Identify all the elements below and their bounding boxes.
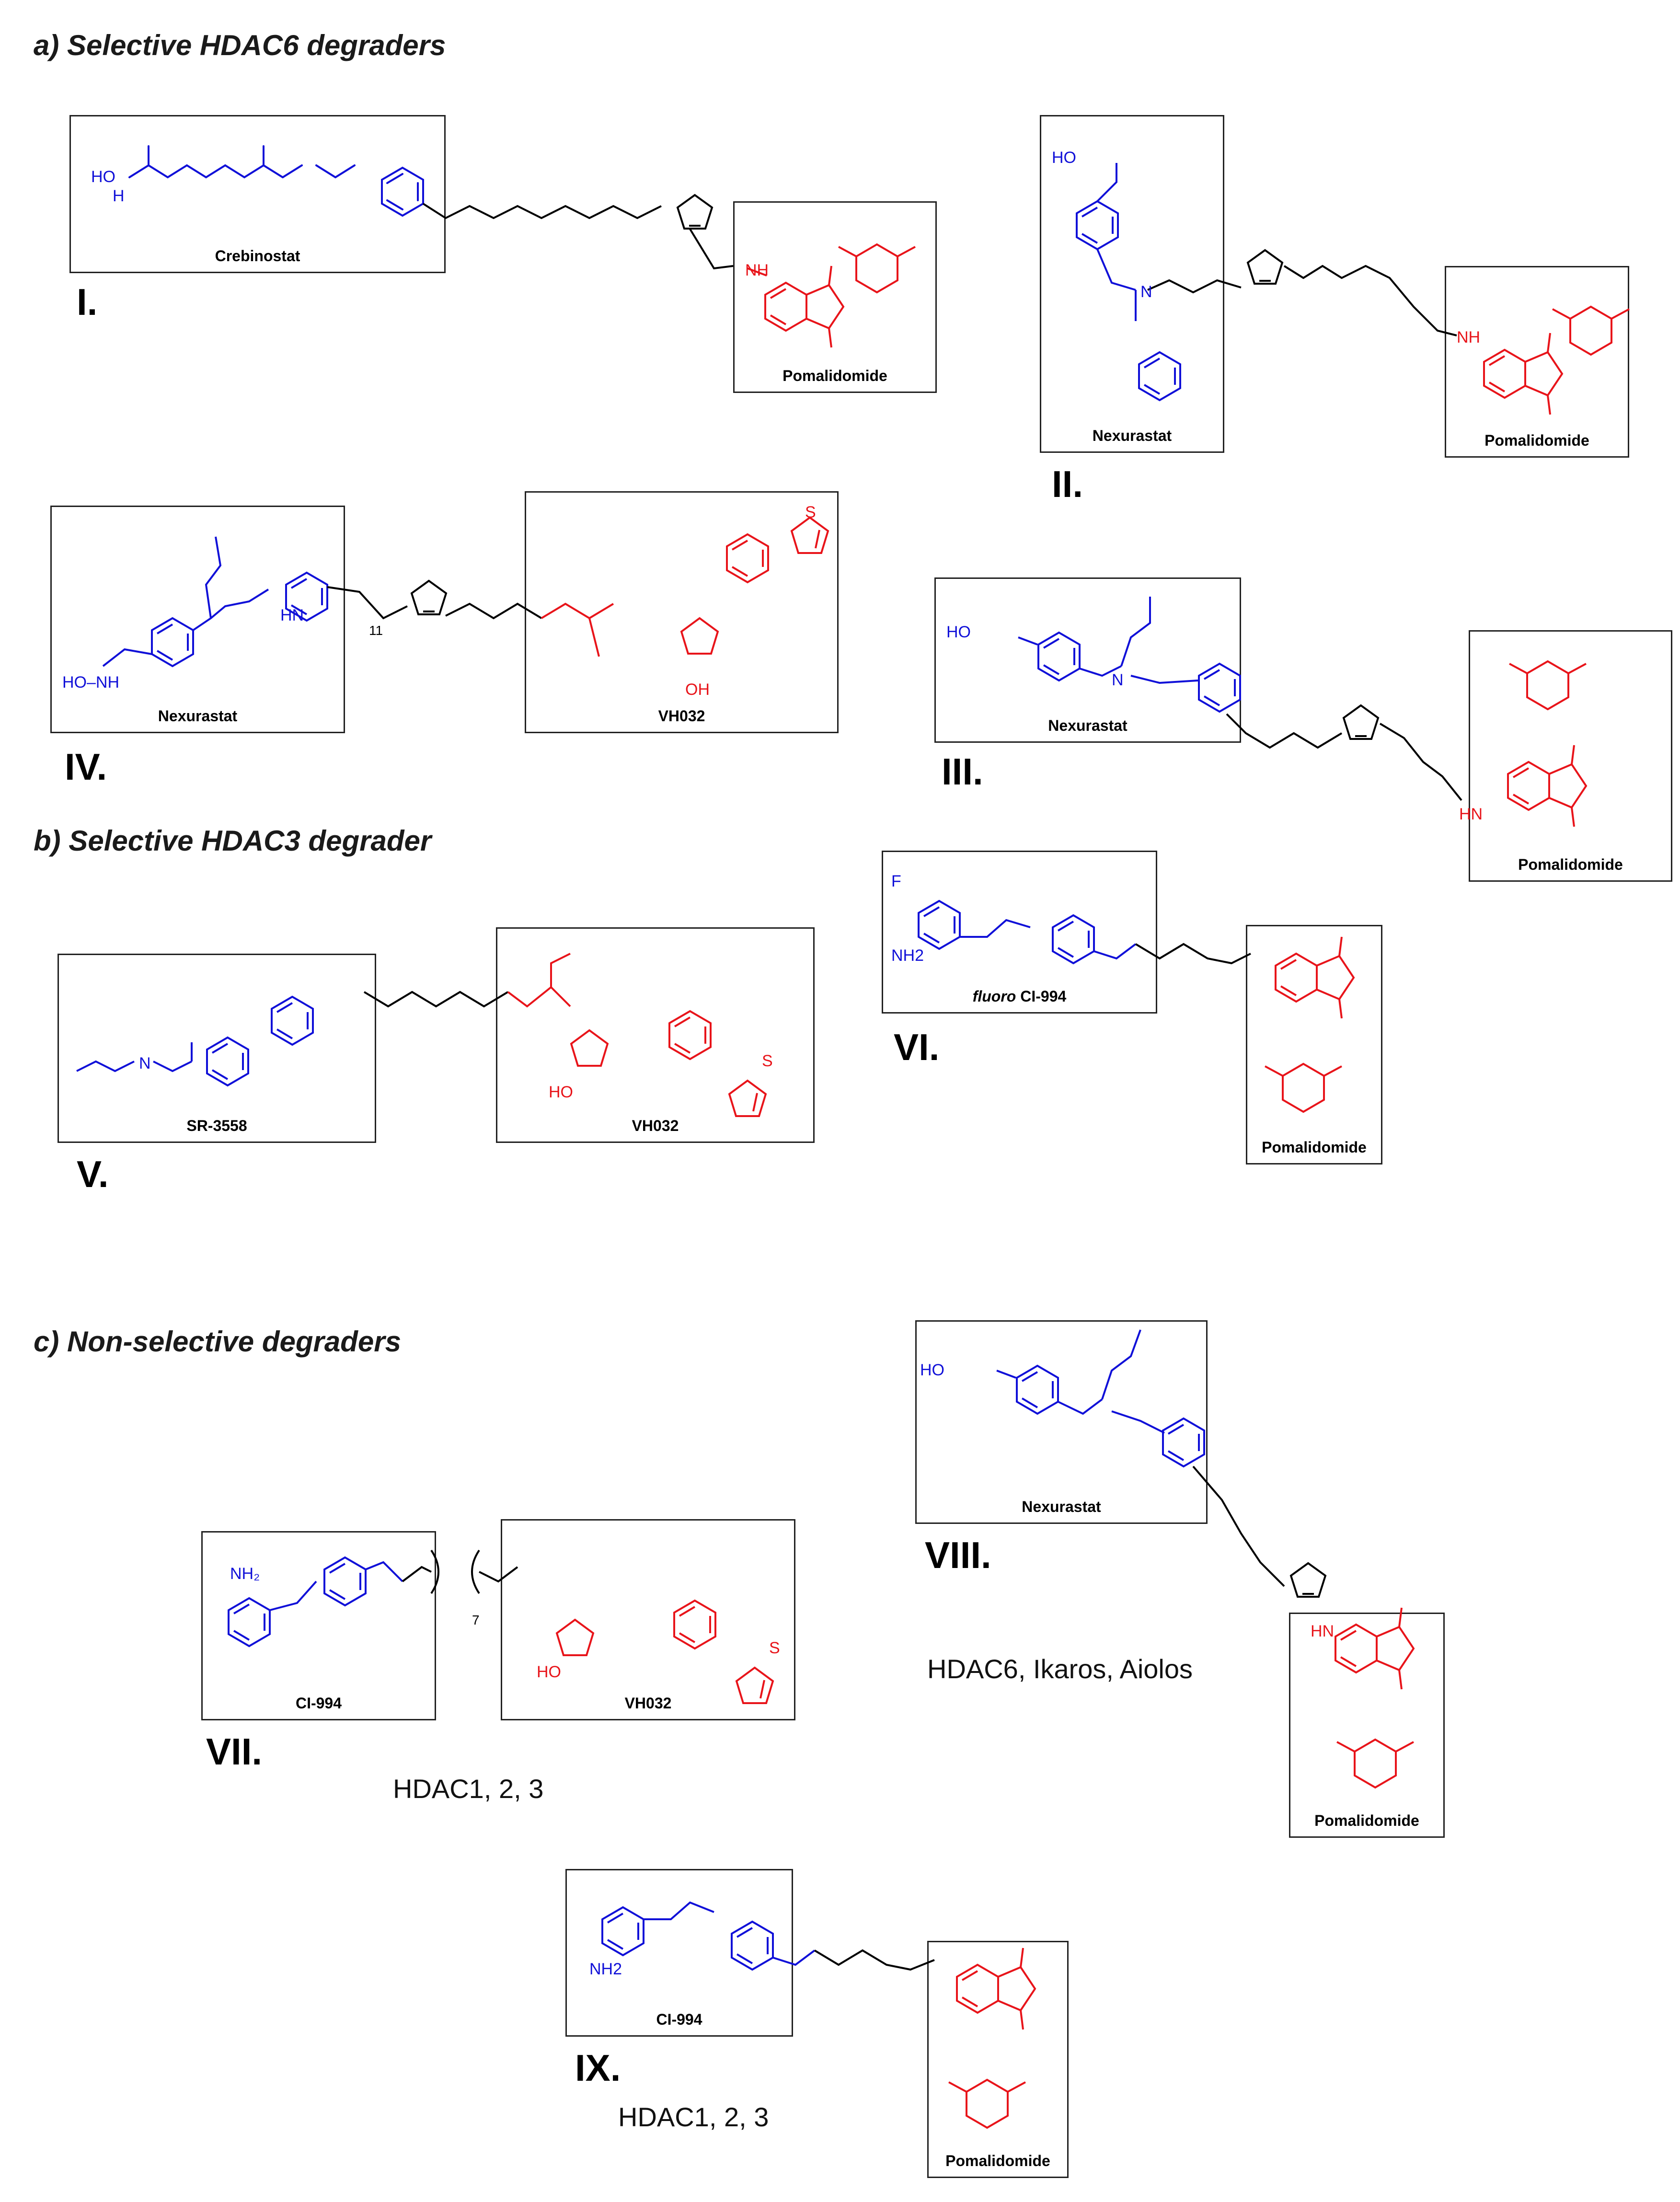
nexurastat-box-VIII: Nexurastat (915, 1320, 1208, 1524)
vh032-label-V: VH032 (632, 1117, 679, 1134)
atom-s-V: S (762, 1052, 773, 1070)
numeral-IX: IX. (575, 2047, 621, 2089)
vh032-box-VII: VH032 (501, 1519, 795, 1720)
atom-nh-I: NH (745, 261, 769, 279)
hydroxamate-IV: HO–NH (62, 673, 119, 692)
numeral-III: III. (942, 750, 983, 793)
ci994-label-VII: CI-994 (295, 1695, 342, 1712)
targets-IX: HDAC1, 2, 3 (618, 2102, 769, 2132)
section-b-title: b) Selective HDAC3 degrader (34, 825, 432, 857)
ci994-box-IX: CI-994 (565, 1869, 793, 2037)
atom-oh-IV: OH (685, 680, 710, 699)
ci994-box-VII: CI-994 (201, 1531, 436, 1720)
vh032-label-IV: VH032 (658, 707, 705, 725)
ci994-label-IX: CI-994 (656, 2011, 702, 2028)
hydroxamate-III: HO (946, 623, 971, 641)
sr3558-box: SR-3558 (58, 954, 376, 1143)
pomalidomide-label-VI: Pomalidomide (1262, 1139, 1367, 1156)
pomalidomide-box-III: Pomalidomide (1469, 630, 1672, 882)
atom-s-VII: S (769, 1639, 780, 1657)
pomalidomide-label-I: Pomalidomide (782, 367, 887, 384)
numeral-I: I. (77, 281, 98, 323)
pomalidomide-box-II: Pomalidomide (1445, 266, 1629, 458)
atom-hn-III: HN (1459, 805, 1483, 823)
crebinostat-box: Crebinostat (69, 115, 446, 273)
section-a-title: a) Selective HDAC6 degraders (34, 29, 446, 61)
numeral-V: V. (77, 1153, 109, 1195)
hydroxamate-I: HO (91, 168, 115, 186)
numeral-IV: IV. (65, 746, 107, 788)
atom-h-I: H (113, 187, 125, 205)
structure-I (128, 145, 424, 217)
vh032-box-IV: VH032 (525, 491, 839, 733)
targets-VII: HDAC1, 2, 3 (393, 1774, 544, 1804)
atom-n-V: N (139, 1054, 151, 1072)
atom-n-III: N (1112, 671, 1124, 689)
numeral-II: II. (1052, 463, 1083, 505)
atom-nh2-IX: NH2 (589, 1960, 622, 1978)
fluoro-prefix: fluoro (972, 988, 1016, 1005)
nexurastat-label-VIII: Nexurastat (1022, 1498, 1101, 1515)
pomalidomide-box-VI: Pomalidomide (1246, 925, 1382, 1164)
atom-hn-VIII: HN (1311, 1622, 1334, 1640)
subscript-7-VII: 7 (472, 1613, 480, 1627)
atom-n-II: N (1140, 283, 1152, 301)
pomalidomide-box-VIII: Pomalidomide (1289, 1613, 1445, 1838)
nexurastat-label-IV: Nexurastat (158, 707, 238, 725)
pomalidomide-box-IX: Pomalidomide (927, 1941, 1069, 2178)
pomalidomide-box-I: Pomalidomide (733, 201, 937, 393)
atom-f-VI: F (891, 872, 901, 890)
nexurastat-box-II: Nexurastat (1040, 115, 1224, 453)
fluoro-ci994-box: fluoro CI-994 (882, 851, 1157, 1014)
section-c-title: c) Non-selective degraders (34, 1326, 401, 1358)
atom-hn-IV: HN (280, 606, 304, 624)
sr3558-label: SR-3558 (186, 1117, 247, 1134)
nexurastat-label-II: Nexurastat (1092, 427, 1172, 444)
nexurastat-box-IV: Nexurastat (50, 506, 345, 733)
pomalidomide-label-III: Pomalidomide (1518, 856, 1623, 873)
fluoro-ci994-label: fluoro CI-994 (883, 988, 1156, 1005)
atom-ho-V: HO (549, 1083, 573, 1101)
targets-VIII: HDAC6, Ikaros, Aiolos (927, 1654, 1193, 1684)
atom-ho-VII: HO (537, 1663, 561, 1681)
numeral-VII: VII. (206, 1730, 263, 1773)
subscript-11-IV: 11 (369, 623, 383, 638)
atom-nh2-VII: NH₂ (230, 1565, 260, 1583)
vh032-box-V: VH032 (496, 927, 815, 1143)
vh032-label-VII: VH032 (624, 1695, 672, 1712)
pomalidomide-label-II: Pomalidomide (1484, 432, 1589, 449)
hydroxamate-II: HO (1052, 149, 1076, 167)
atom-nh-II: NH (1457, 328, 1480, 346)
numeral-VI: VI. (894, 1026, 940, 1068)
crebinostat-label: Crebinostat (215, 247, 300, 265)
pomalidomide-label-IX: Pomalidomide (945, 2152, 1050, 2169)
numeral-VIII: VIII. (925, 1534, 991, 1576)
pomalidomide-label-VIII: Pomalidomide (1314, 1812, 1419, 1829)
nexurastat-label-III: Nexurastat (1048, 717, 1128, 734)
atom-s-IV: S (805, 503, 816, 521)
hydroxamate-VIII: HO (920, 1361, 944, 1379)
atom-nh2-VI: NH2 (891, 946, 924, 965)
nexurastat-box-III: Nexurastat (934, 577, 1241, 743)
ci994-text-VI: CI-994 (1020, 988, 1067, 1005)
